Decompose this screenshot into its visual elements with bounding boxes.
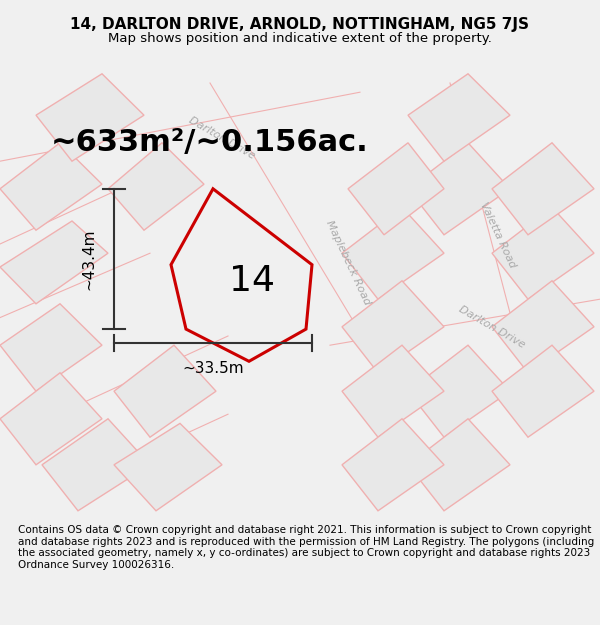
Text: ~43.4m: ~43.4m	[81, 228, 96, 290]
Polygon shape	[0, 304, 102, 391]
Text: Contains OS data © Crown copyright and database right 2021. This information is : Contains OS data © Crown copyright and d…	[18, 525, 594, 570]
Polygon shape	[492, 281, 594, 372]
Text: ~33.5m: ~33.5m	[182, 361, 244, 376]
Text: 14, DARLTON DRIVE, ARNOLD, NOTTINGHAM, NG5 7JS: 14, DARLTON DRIVE, ARNOLD, NOTTINGHAM, N…	[71, 17, 530, 32]
Text: ~633m²/~0.156ac.: ~633m²/~0.156ac.	[51, 128, 369, 158]
Text: Valetta Road: Valetta Road	[478, 201, 518, 269]
Text: Map shows position and indicative extent of the property.: Map shows position and indicative extent…	[108, 32, 492, 45]
Polygon shape	[114, 345, 216, 438]
Polygon shape	[0, 142, 102, 230]
Polygon shape	[0, 372, 102, 465]
Polygon shape	[342, 419, 444, 511]
Polygon shape	[492, 345, 594, 438]
Polygon shape	[0, 221, 108, 304]
Text: Darlton Drive: Darlton Drive	[457, 304, 527, 350]
Polygon shape	[36, 74, 144, 161]
Polygon shape	[114, 423, 222, 511]
Polygon shape	[492, 142, 594, 235]
Polygon shape	[342, 281, 444, 372]
Polygon shape	[42, 419, 150, 511]
Polygon shape	[408, 345, 510, 438]
Polygon shape	[348, 142, 444, 235]
Polygon shape	[408, 74, 510, 161]
Text: 14: 14	[229, 264, 275, 298]
Polygon shape	[108, 142, 204, 230]
Polygon shape	[342, 345, 444, 438]
Polygon shape	[342, 208, 444, 299]
Text: Maplebeck Road: Maplebeck Road	[324, 219, 372, 306]
Polygon shape	[408, 142, 510, 235]
Text: Darlton Drive: Darlton Drive	[187, 115, 257, 161]
Polygon shape	[492, 208, 594, 299]
Polygon shape	[408, 419, 510, 511]
